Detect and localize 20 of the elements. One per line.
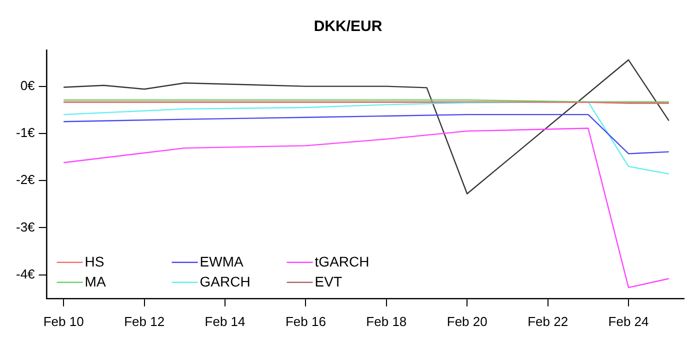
legend-label: EVT — [314, 273, 342, 290]
y-tick-label: -2€ — [16, 172, 36, 188]
y-tick-label: -4€ — [16, 266, 36, 282]
legend-label: tGARCH — [314, 253, 370, 270]
x-tick-label: Feb 12 — [124, 314, 165, 329]
x-tick-label: Feb 14 — [204, 314, 246, 329]
legend-label: HS — [84, 253, 104, 270]
y-tick-label: 0€ — [20, 78, 36, 93]
x-tick-label: Feb 18 — [366, 314, 407, 329]
y-tick-label: -1€ — [16, 125, 36, 140]
x-tick-label: Feb 10 — [43, 314, 84, 329]
x-tick-label: Feb 22 — [528, 314, 568, 329]
legend-label: EWMA — [200, 253, 244, 270]
x-tick-label: Feb 24 — [608, 314, 649, 329]
y-tick-label: -3€ — [16, 219, 36, 234]
chart-title: DKK/EUR — [314, 18, 382, 36]
x-tick-label: Feb 20 — [446, 314, 488, 329]
x-tick-label: Feb 16 — [285, 314, 326, 329]
legend-label: MA — [84, 273, 106, 290]
legend-label: GARCH — [200, 273, 250, 290]
